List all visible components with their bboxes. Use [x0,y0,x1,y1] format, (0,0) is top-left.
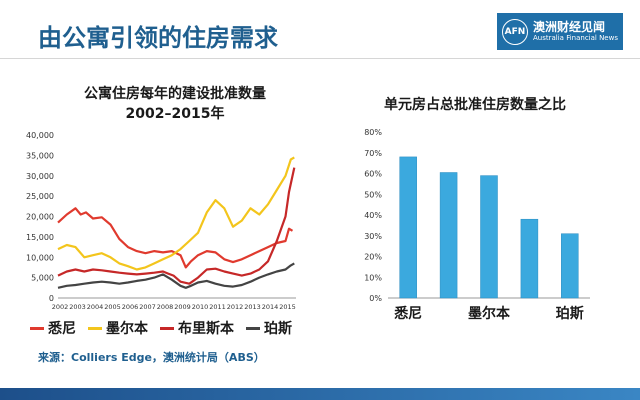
y-tick-label: 40,000 [26,131,54,140]
legend-item-perth: 珀斯 [246,318,292,338]
legend-item-melbourne: 墨尔本 [88,318,148,338]
x-tick-label: 2014 [262,303,279,311]
x-tick-label: 2011 [209,303,226,311]
x-tick-label: 2006 [122,303,139,311]
y-tick-label: 35,000 [26,151,54,160]
title-divider [0,58,640,59]
brand-name-cn: 澳洲财经见闻 [533,20,606,34]
legend-swatch-brisbane [160,326,174,330]
y-tick-label: 20% [364,253,382,262]
legend-swatch-perth [246,326,260,330]
series-line-悉尼 [57,207,294,269]
line-chart-legend: 悉尼 墨尔本 布里斯本 珀斯 [30,318,304,338]
legend-label-melbourne: 墨尔本 [106,321,148,337]
source-note: 来源：Colliers Edge，澳洲统计局（ABS） [38,351,265,364]
x-tick-label: 2012 [227,303,244,311]
x-tick-label: 2010 [192,303,209,311]
y-tick-label: 50% [364,190,382,199]
y-tick-label: 30,000 [26,172,54,181]
x-category-label: 墨尔本 [468,305,511,322]
y-tick-label: 30% [364,232,382,241]
brand-name-en: Australia Financial News [533,34,618,42]
legend-label-brisbane: 布里斯本 [178,321,234,337]
y-tick-label: 25,000 [26,192,54,201]
footer-bar [0,388,640,400]
y-tick-label: 20,000 [26,213,54,222]
x-tick-label: 2002 [52,303,69,311]
bar-chart: 0% 10% 20% 30% 40% 50% 60% 70% 80% 悉尼 墨尔本 珀斯 [364,128,590,322]
y-tick-label: 80% [364,128,382,137]
y-tick-label: 0 [49,294,54,303]
bar [480,175,498,299]
y-tick-label: 10% [364,273,382,282]
brand-badge: AFN 澳洲财经见闻 Australia Financial News [497,13,623,50]
legend-item-sydney: 悉尼 [30,318,76,338]
bar [399,156,417,299]
x-tick-label: 2013 [244,303,261,311]
y-tick-label: 5,000 [31,274,54,283]
line-chart: 0 5,000 10,000 15,000 20,000 25,000 30,000 35,0… [26,131,296,311]
x-category-label: 悉尼 [393,305,422,322]
x-tick-label: 2015 [279,303,296,311]
bar [439,172,458,299]
bar-chart-title: 单元房占总批准住房数量之比 [384,97,566,113]
legend-swatch-melbourne [88,326,102,330]
legend-item-brisbane: 布里斯本 [160,318,234,338]
x-category-label: 珀斯 [556,305,584,322]
legend-label-perth: 珀斯 [264,321,292,337]
y-tick-label: 10,000 [26,253,54,262]
x-tick-label: 2007 [139,303,156,311]
legend-label-sydney: 悉尼 [48,321,76,337]
series-line-布里斯本 [57,167,296,285]
x-tick-label: 2009 [174,303,191,311]
bar [561,233,579,299]
bar [520,218,539,299]
series-line-珀斯 [57,262,295,289]
line-chart-title-line2: 2002–2015年 [125,106,225,122]
y-tick-label: 40% [364,211,382,220]
series-line-墨尔本 [57,156,295,271]
x-tick-label: 2005 [104,303,121,311]
y-tick-label: 70% [364,149,382,158]
y-tick-label: 0% [369,294,382,303]
x-tick-label: 2003 [69,303,86,311]
x-tick-label: 2008 [157,303,174,311]
y-tick-label: 15,000 [26,233,54,242]
slide-title: 由公寓引领的住房需求 [38,24,278,52]
afn-logo-icon: AFN [502,18,528,45]
legend-swatch-sydney [30,326,44,330]
x-tick-label: 2004 [87,303,104,311]
line-chart-title-line1: 公寓住房每年的建设批准数量 [84,86,266,102]
y-tick-label: 60% [364,170,382,179]
